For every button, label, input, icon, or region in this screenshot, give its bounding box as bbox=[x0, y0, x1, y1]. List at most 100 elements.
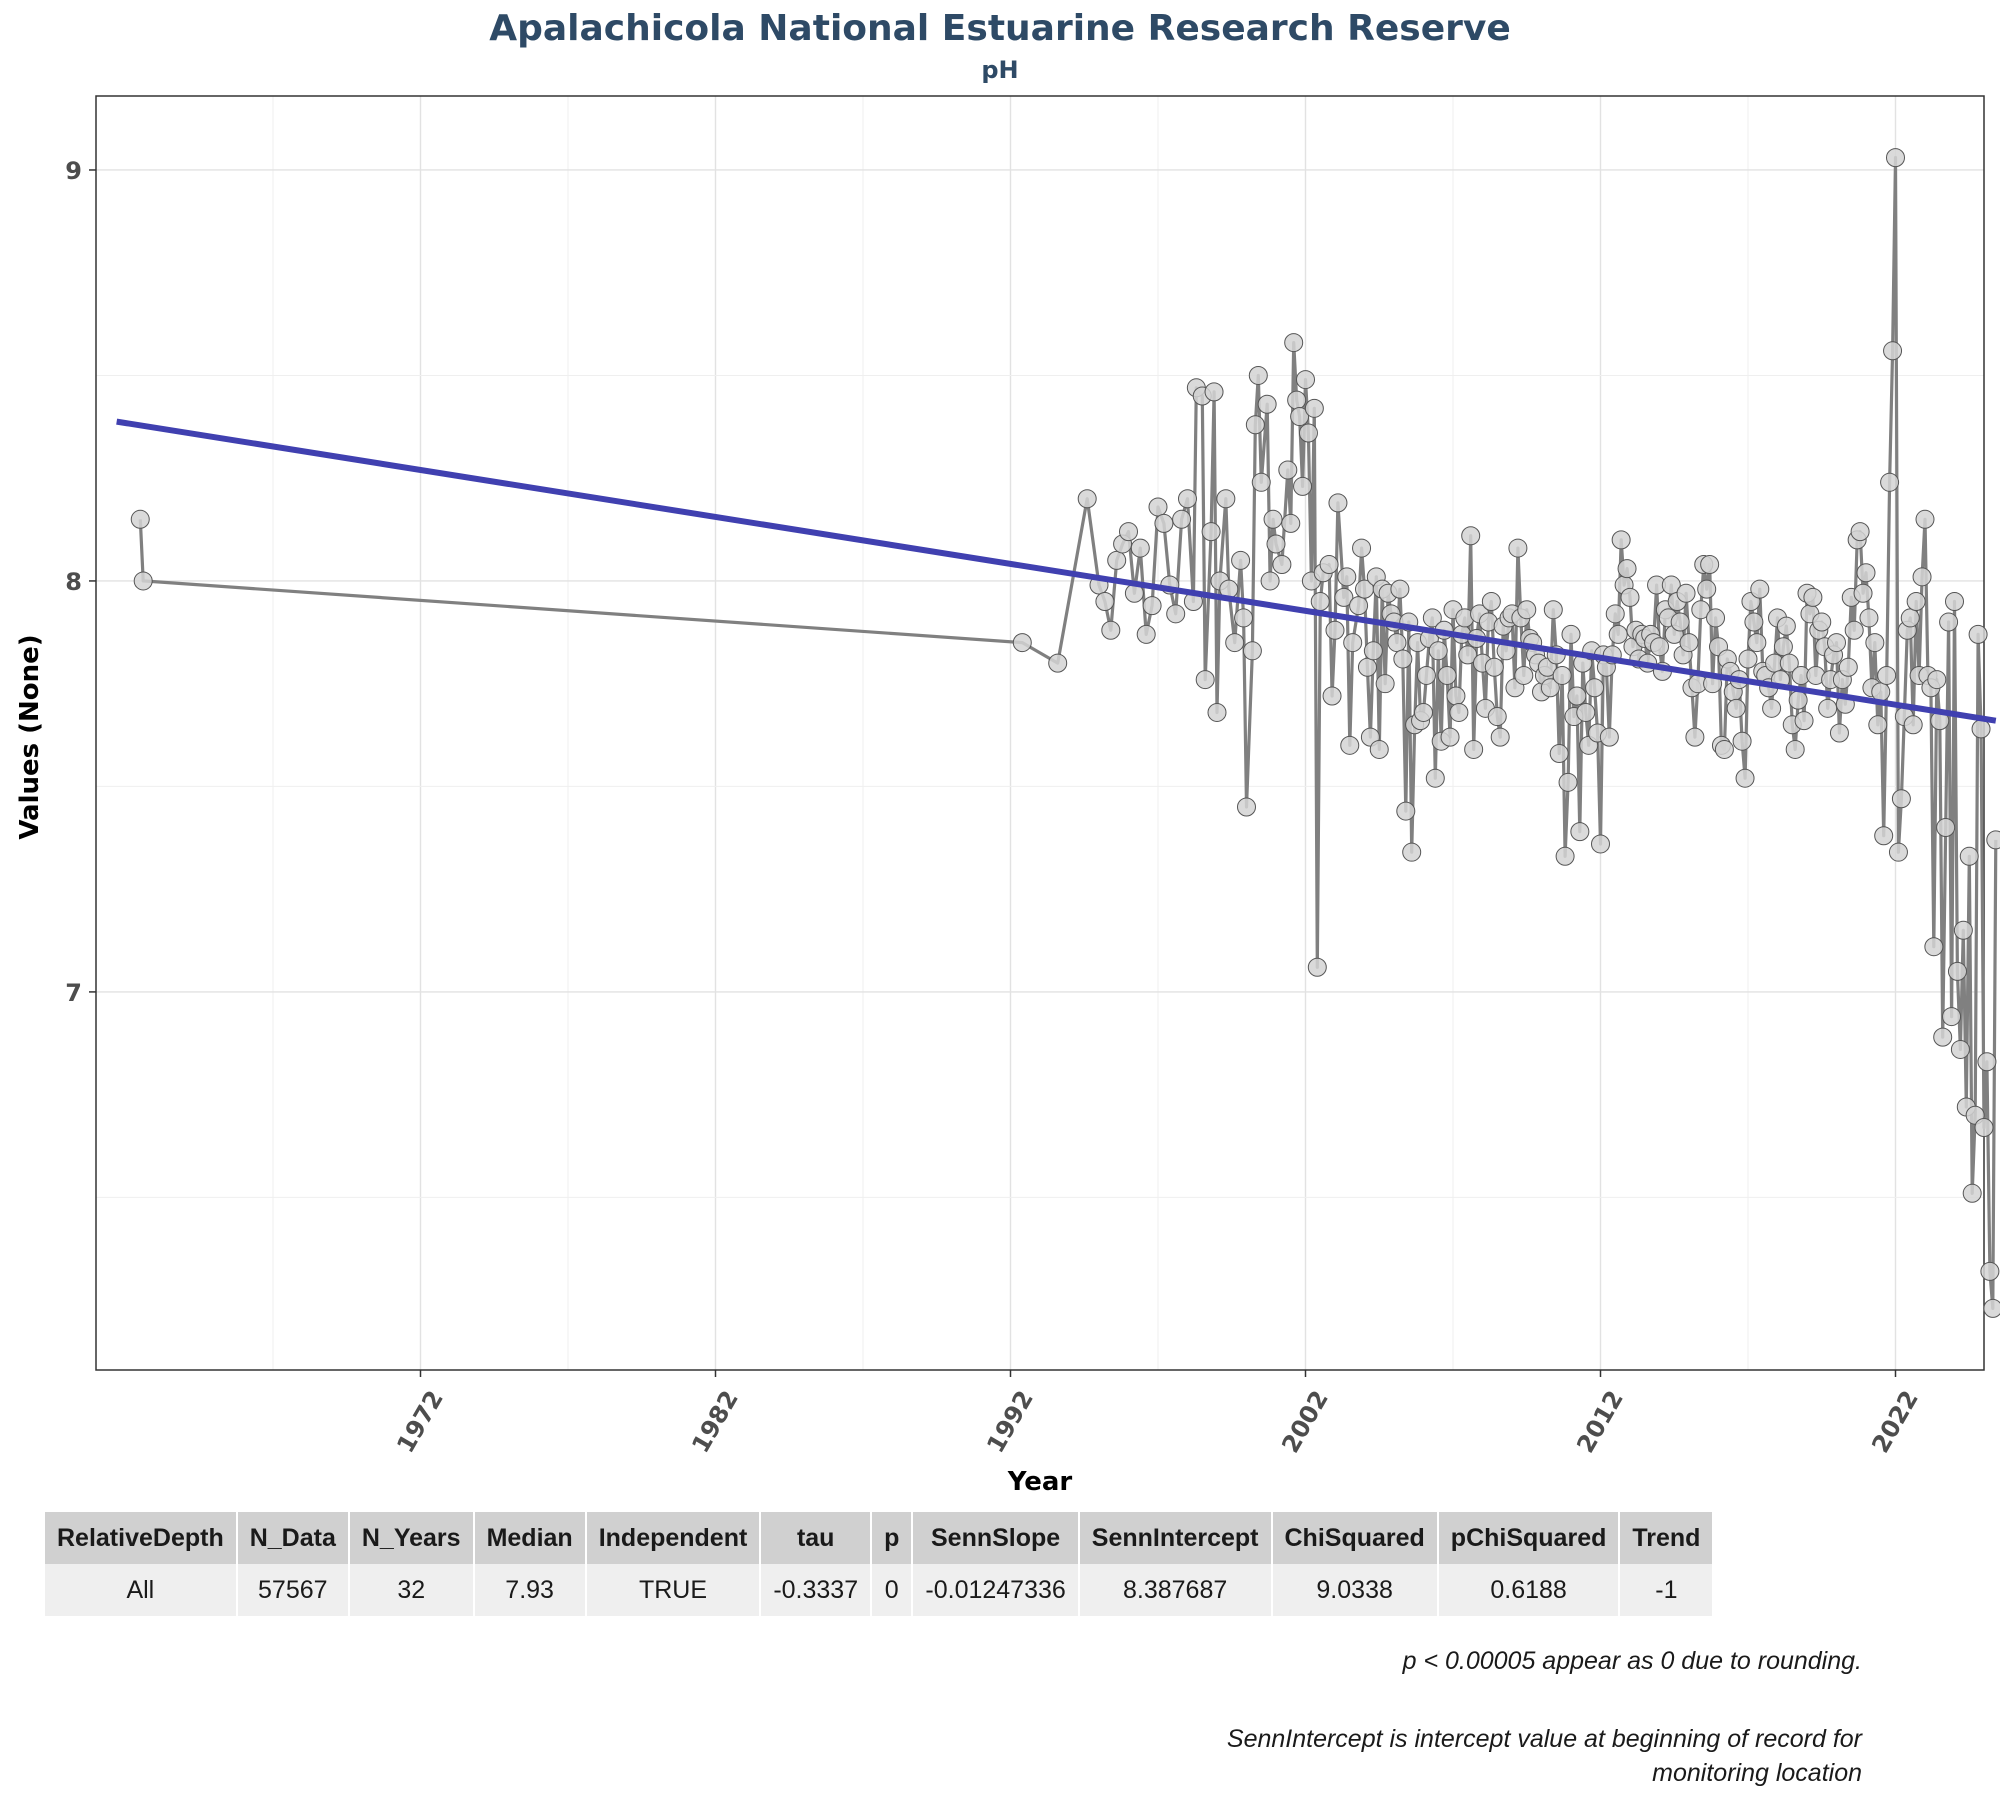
data-point bbox=[1933, 1027, 1953, 1047]
data-point bbox=[1142, 596, 1162, 616]
data-point bbox=[1446, 686, 1466, 706]
data-point bbox=[1611, 530, 1631, 550]
data-point bbox=[1599, 727, 1619, 747]
data-point bbox=[1676, 583, 1696, 603]
data-point bbox=[1608, 624, 1628, 644]
data-point bbox=[1107, 550, 1127, 570]
data-point bbox=[1136, 624, 1156, 644]
data-point bbox=[1310, 591, 1330, 611]
data-point bbox=[1945, 591, 1964, 611]
x-tick-label: 1982 bbox=[686, 1386, 744, 1458]
stats-cell: -0.3337 bbox=[761, 1564, 871, 1616]
stats-header-cell: N_Years bbox=[349, 1512, 473, 1564]
data-point bbox=[1234, 608, 1254, 628]
x-tick-label: 1992 bbox=[981, 1386, 1039, 1458]
data-point bbox=[1237, 797, 1256, 817]
data-point bbox=[1788, 690, 1808, 710]
data-point bbox=[1387, 633, 1407, 653]
data-point bbox=[1620, 587, 1640, 607]
stats-row: All 57567 32 7.93 TRUE -0.3337 0 -0.01247336 8.3… bbox=[45, 1564, 1713, 1616]
data-point bbox=[1591, 834, 1610, 854]
data-point bbox=[1744, 612, 1764, 632]
data-point bbox=[1865, 633, 1885, 653]
stats-cell: 57567 bbox=[237, 1564, 348, 1616]
x-tick-label: 1972 bbox=[391, 1386, 449, 1458]
data-point bbox=[1328, 493, 1348, 513]
data-point bbox=[1827, 633, 1846, 653]
data-point bbox=[1977, 1052, 1997, 1072]
data-point bbox=[1363, 641, 1383, 661]
data-point bbox=[1812, 612, 1832, 632]
stats-header-cell: ChiSquared bbox=[1272, 1512, 1437, 1564]
series-layer bbox=[130, 148, 2000, 1318]
data-point bbox=[1552, 665, 1572, 685]
x-tick-label: 2012 bbox=[1571, 1386, 1629, 1458]
data-point bbox=[1888, 842, 1908, 862]
stats-header-cell: N_Data bbox=[237, 1512, 348, 1564]
data-point bbox=[1440, 727, 1460, 747]
data-point bbox=[1785, 739, 1805, 759]
stats-cell: 32 bbox=[349, 1564, 473, 1616]
trend-line bbox=[116, 418, 1997, 724]
data-point bbox=[1871, 682, 1891, 702]
data-point bbox=[1650, 637, 1669, 657]
data-point bbox=[1369, 739, 1389, 759]
data-point bbox=[1231, 550, 1251, 570]
data-point bbox=[1396, 801, 1416, 821]
data-point bbox=[1714, 739, 1734, 759]
data-point bbox=[1487, 707, 1507, 727]
data-point bbox=[1706, 608, 1726, 628]
data-point bbox=[130, 509, 150, 529]
data-point bbox=[1307, 957, 1327, 977]
data-point bbox=[1617, 559, 1637, 579]
chart-subtitle: pH bbox=[981, 56, 1019, 84]
data-point bbox=[1414, 702, 1433, 722]
data-point bbox=[1166, 604, 1186, 624]
data-point bbox=[1570, 822, 1590, 842]
stats-cell: 9.0338 bbox=[1272, 1564, 1437, 1616]
data-point bbox=[1508, 538, 1528, 558]
stats-cell: 7.93 bbox=[474, 1564, 585, 1616]
data-point bbox=[1750, 579, 1770, 599]
data-point bbox=[1947, 961, 1967, 981]
y-tick-label: 9 bbox=[65, 157, 82, 185]
data-point bbox=[1334, 587, 1354, 607]
data-point bbox=[1402, 842, 1422, 862]
data-point bbox=[1352, 538, 1372, 558]
data-point bbox=[1891, 789, 1911, 809]
data-point bbox=[1375, 674, 1395, 694]
data-point bbox=[1278, 460, 1298, 480]
y-axis-label: Values (None) bbox=[15, 634, 45, 839]
data-point bbox=[1296, 370, 1315, 390]
stats-header-cell: pChiSquared bbox=[1438, 1512, 1619, 1564]
data-point bbox=[1449, 702, 1469, 722]
data-point bbox=[1284, 333, 1304, 353]
data-point bbox=[1942, 1007, 1962, 1027]
data-point bbox=[1266, 534, 1286, 554]
data-point bbox=[1936, 818, 1956, 838]
stats-header-cell: RelativeDepth bbox=[45, 1512, 236, 1564]
data-point bbox=[1691, 600, 1711, 620]
data-point bbox=[1272, 555, 1292, 575]
x-tick-label: 2022 bbox=[1866, 1386, 1924, 1458]
x-tick-label: 2002 bbox=[1276, 1386, 1334, 1458]
data-point bbox=[1561, 624, 1581, 644]
data-point bbox=[1257, 394, 1277, 414]
data-point bbox=[1178, 489, 1197, 509]
data-point bbox=[1700, 555, 1720, 575]
stats-header-row: RelativeDepth N_Data N_Years Median Independ… bbox=[45, 1512, 1713, 1564]
data-point bbox=[1555, 846, 1575, 866]
data-point bbox=[1481, 591, 1501, 611]
data-point bbox=[1670, 612, 1690, 632]
data-point bbox=[1195, 670, 1215, 690]
data-point bbox=[1732, 731, 1752, 751]
data-point bbox=[1263, 509, 1283, 529]
data-point bbox=[1422, 608, 1442, 628]
stats-header-cell: tau bbox=[761, 1512, 871, 1564]
data-point bbox=[1287, 390, 1307, 410]
stats-header-cell: SennSlope bbox=[913, 1512, 1078, 1564]
axis-ticks: 7 8 9 1972 1982 1992 2002 2012 2022 bbox=[65, 157, 1924, 1458]
data-point bbox=[1886, 148, 1905, 168]
data-point bbox=[1464, 739, 1484, 759]
data-point bbox=[1950, 1039, 1970, 1059]
